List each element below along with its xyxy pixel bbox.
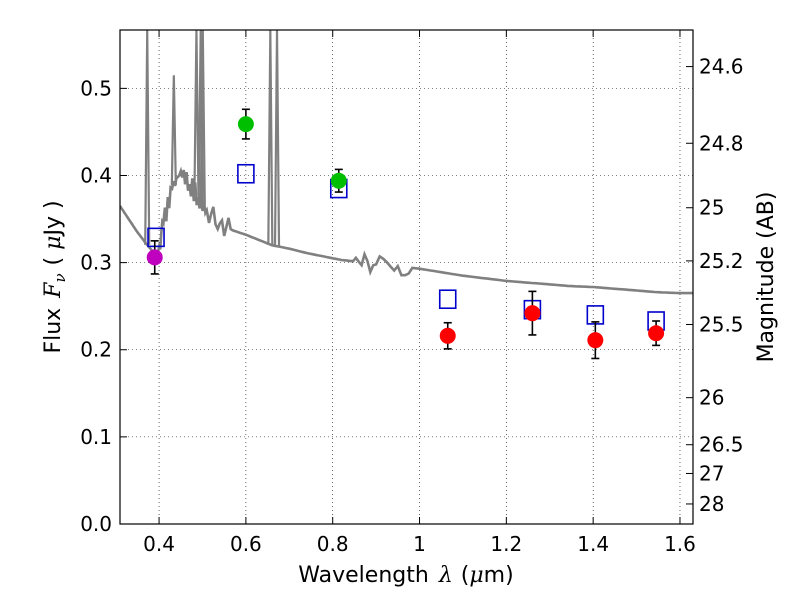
observed-point <box>524 305 541 322</box>
y2-tick-label: 26 <box>699 386 724 410</box>
y-tick-label: 0.2 <box>80 338 112 362</box>
x-tick-label: 1.4 <box>577 532 609 556</box>
y2-tick-label: 27 <box>699 461 724 485</box>
observed-photometry-series <box>146 108 665 360</box>
observed-point <box>330 172 347 189</box>
y2-tick-label: 25.2 <box>699 249 744 273</box>
x-tick-label: 1.2 <box>490 532 522 556</box>
model-point <box>237 163 255 184</box>
x-tick-label: 0.4 <box>143 532 175 556</box>
observed-point <box>587 332 604 349</box>
y2-tick-label: 25.5 <box>699 312 744 336</box>
plot-frame <box>119 29 694 525</box>
model-point <box>438 289 457 310</box>
plot-area <box>120 30 693 524</box>
y-tick-label: 0.0 <box>80 512 112 536</box>
x-tick-label: 0.6 <box>230 532 262 556</box>
y-axis-title: FluxFν( μJy ) <box>41 200 69 353</box>
observed-point <box>237 116 254 133</box>
observed-point <box>648 325 665 342</box>
y2-tick-label: 26.5 <box>699 433 744 457</box>
y-tick-label: 0.3 <box>80 251 112 275</box>
observed-point <box>439 327 456 344</box>
y-tick-label: 0.5 <box>80 76 112 100</box>
emission-line <box>170 75 177 186</box>
template-spectrum <box>120 30 693 295</box>
y2-tick-label: 24.8 <box>699 131 744 155</box>
x-tick-label: 1.6 <box>664 532 696 556</box>
y-tick-label: 0.4 <box>80 163 112 187</box>
emission-line <box>273 30 281 247</box>
x-tick-label: 1 <box>413 532 426 556</box>
model-point <box>147 227 165 248</box>
x-axis-title: Wavelength λ (μm) <box>298 563 513 588</box>
y2-tick-label: 25 <box>699 196 724 220</box>
y2-tick-label: 28 <box>699 492 724 516</box>
y2-tick-label: 24.6 <box>699 55 744 79</box>
emission-line <box>199 30 206 205</box>
observed-point <box>146 249 163 266</box>
x-tick-label: 0.8 <box>317 532 349 556</box>
template-continuum-line <box>120 166 693 295</box>
emission-line <box>193 30 200 195</box>
axis-ticks: 0.4 0.6 0.8 1 1.2 1.4 1.6 0.0 0.1 0.2 0.3 0.4 0.5 24.… <box>80 30 744 556</box>
y2-axis-title: Magnitude (AB) <box>754 192 779 363</box>
emission-line <box>144 30 151 245</box>
y-tick-label: 0.1 <box>80 425 112 449</box>
emission-line <box>267 30 274 245</box>
